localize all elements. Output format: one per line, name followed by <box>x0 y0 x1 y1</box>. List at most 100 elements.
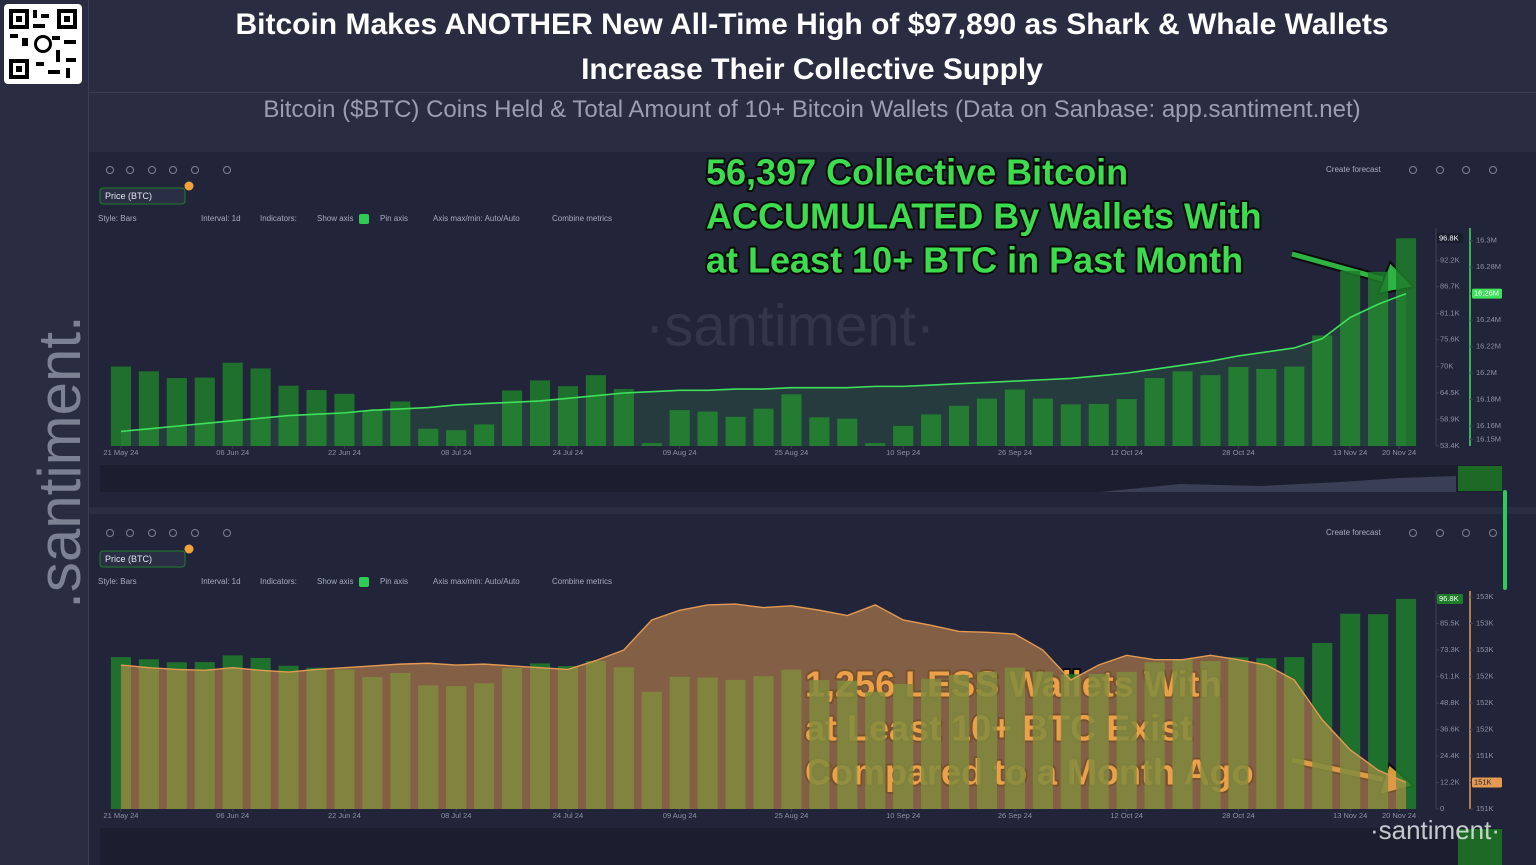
y2-tick-label: 152K <box>1476 698 1494 707</box>
x-tick-label: 20 Nov 24 <box>1382 811 1416 820</box>
bar <box>1144 378 1165 446</box>
toolbar-icon <box>106 166 114 174</box>
y2-tick-label: 151K <box>1476 751 1494 760</box>
x-tick-label: 09 Aug 24 <box>663 811 697 820</box>
toolbar-icon <box>148 166 156 174</box>
bar <box>418 428 439 446</box>
bar <box>753 408 774 446</box>
bar <box>166 378 187 446</box>
toolbar-icon <box>1462 166 1470 174</box>
y-tick-label: 86.7K <box>1440 282 1460 291</box>
toolbar-icon <box>126 166 134 174</box>
x-tick-label: 12 Oct 24 <box>1110 448 1143 457</box>
bar <box>837 418 858 446</box>
side-watermark: .santiment. <box>26 315 93 608</box>
toolbar-icon <box>1409 166 1417 174</box>
toolbar-combine: Combine metrics <box>552 214 612 223</box>
bar <box>557 386 578 446</box>
toolbar-icon <box>1489 529 1497 537</box>
toolbar-icon <box>1436 166 1444 174</box>
value-label: 96.8K <box>1439 594 1459 603</box>
x-tick-label: 26 Sep 24 <box>998 448 1032 457</box>
legend-badge <box>184 181 194 191</box>
chart-watermark: ·santiment· <box>645 293 935 358</box>
area-line <box>120 603 1407 784</box>
toolbar-show-axis: Show axis <box>317 214 353 223</box>
bar <box>1060 404 1081 446</box>
x-tick-label: 09 Aug 24 <box>663 448 697 457</box>
y2-tick-label: 16.18M <box>1476 395 1501 404</box>
x-tick-label: 21 May 24 <box>103 448 138 457</box>
value-tag <box>1437 593 1463 604</box>
value-label: 16.26M <box>1474 289 1499 298</box>
y-tick-label: 92.2K <box>1440 255 1460 264</box>
chart-title: Bitcoin Makes ANOTHER New All-Time High … <box>235 8 1389 86</box>
bar <box>362 410 383 446</box>
bar <box>641 443 662 446</box>
legend-pill <box>99 187 186 205</box>
legend-pill <box>99 550 186 568</box>
y-tick-label: 36.6K <box>1440 725 1460 734</box>
toolbar-icon <box>1409 529 1417 537</box>
x-tick-label: 24 Jul 24 <box>553 448 583 457</box>
toolbar-icon <box>169 166 177 174</box>
bar <box>585 375 606 446</box>
toolbar-icon <box>126 529 134 537</box>
toolbar-icon <box>1489 166 1497 174</box>
bar <box>1200 375 1221 446</box>
toolbar-axis-minmax: Axis max/min: Auto/Auto <box>433 577 520 586</box>
toolbar-style: Style: Bars <box>98 214 137 223</box>
y2-tick-label: 16.2M <box>1476 368 1497 377</box>
value-tag <box>1472 777 1502 788</box>
line-area <box>120 293 1407 446</box>
bar <box>809 417 830 446</box>
bar <box>222 362 243 446</box>
qr-code <box>4 4 82 84</box>
y-tick-label: 53.4K <box>1440 441 1460 450</box>
bar <box>1032 398 1053 446</box>
toolbar-indicators: Indicators: <box>260 577 297 586</box>
chart-watermark: ·santiment· <box>1370 815 1500 845</box>
legend-badge <box>184 544 194 554</box>
toolbar-icon <box>169 529 177 537</box>
y-tick-label: 24.4K <box>1440 751 1460 760</box>
y2-tick-label: 153K <box>1476 645 1494 654</box>
x-tick-label: 28 Oct 24 <box>1222 811 1255 820</box>
x-tick-label: 10 Sep 24 <box>886 448 920 457</box>
toolbar-icon <box>148 529 156 537</box>
bar <box>948 405 970 446</box>
y2-tick-label: 16.24M <box>1476 315 1501 324</box>
toolbar-axis-minmax: Axis max/min: Auto/Auto <box>433 214 520 223</box>
area <box>120 604 1407 809</box>
bar <box>446 430 467 446</box>
y2-tick-label: 16.3M <box>1476 236 1497 245</box>
x-tick-label: 22 Jun 24 <box>328 448 361 457</box>
bar <box>1395 238 1417 446</box>
bar <box>1284 366 1305 446</box>
toolbar-pin-axis: Pin axis <box>380 214 408 223</box>
bar <box>1004 389 1025 446</box>
y-tick-label: 75.6K <box>1440 335 1460 344</box>
value-tag <box>1437 233 1463 244</box>
toolbar-show-axis: Show axis <box>317 577 353 586</box>
bar <box>306 390 327 446</box>
y-tick-label: 58.9K <box>1440 415 1460 424</box>
bar <box>138 371 159 446</box>
y2-tick-label: 152K <box>1476 671 1494 680</box>
chart-subtitle: Bitcoin ($BTC) Coins Held & Total Amount… <box>263 96 1361 123</box>
toolbar-icon <box>106 529 114 537</box>
y2-tick-label: 151K <box>1476 804 1494 813</box>
bar <box>781 394 802 446</box>
bar <box>1256 368 1277 446</box>
bar <box>725 416 746 446</box>
bar <box>613 389 634 446</box>
x-tick-label: 22 Jun 24 <box>328 811 361 820</box>
toolbar-interval: Interval: 1d <box>201 577 241 586</box>
value-tag <box>1472 288 1502 299</box>
x-tick-label: 26 Sep 24 <box>998 811 1032 820</box>
x-tick-label: 24 Jul 24 <box>553 811 583 820</box>
bar <box>921 414 942 446</box>
toolbar-icon <box>223 529 231 537</box>
